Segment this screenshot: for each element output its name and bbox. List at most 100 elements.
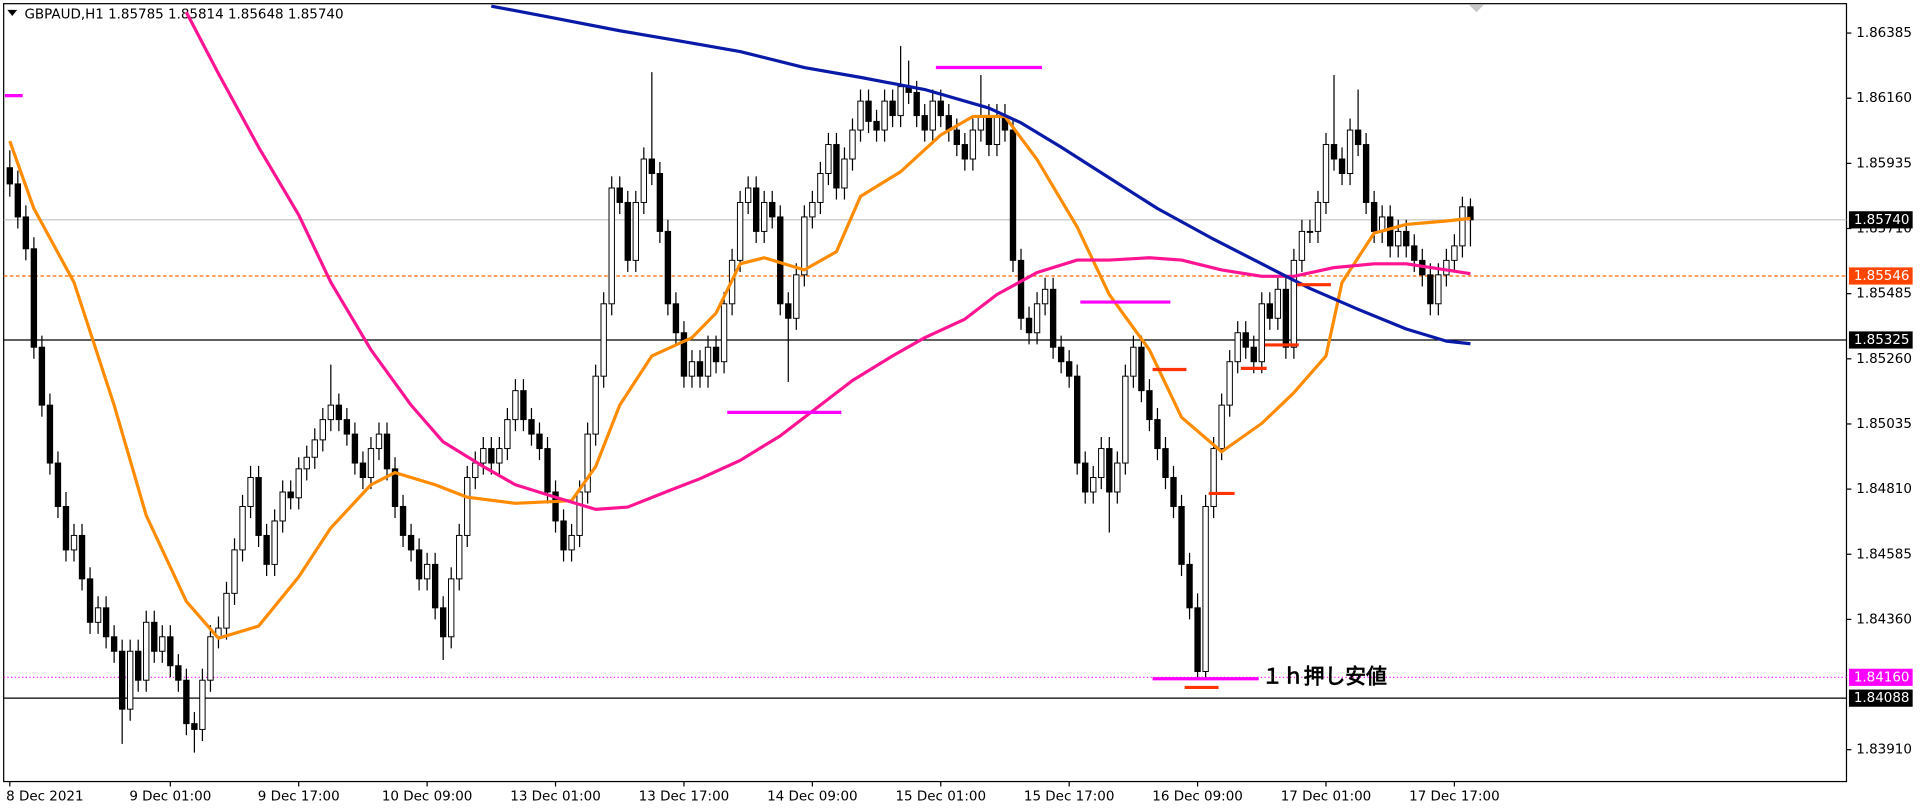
candle-body bbox=[1025, 317, 1033, 334]
candle-body bbox=[151, 621, 158, 652]
candle-body bbox=[929, 100, 936, 131]
candle-body bbox=[94, 607, 102, 623]
candle-body bbox=[415, 549, 423, 580]
candle-body bbox=[1290, 259, 1298, 348]
candle-body bbox=[752, 187, 760, 232]
candle-body bbox=[231, 549, 238, 594]
candle-body bbox=[399, 505, 407, 536]
price-tag-label: 1.85325 bbox=[1854, 332, 1910, 348]
candle-body bbox=[536, 433, 543, 450]
x-tick-label: 15 Dec 01:00 bbox=[895, 788, 986, 804]
candle-body bbox=[1162, 448, 1169, 479]
candle-body bbox=[761, 201, 768, 232]
candle-body bbox=[600, 303, 607, 377]
chart-title: GBPAUD,H1 1.85785 1.85814 1.85648 1.8574… bbox=[25, 7, 344, 23]
candle-body bbox=[488, 448, 495, 464]
candle-body bbox=[921, 115, 928, 131]
x-tick-label: 13 Dec 17:00 bbox=[639, 788, 730, 804]
candle-body bbox=[881, 100, 888, 131]
price-tag bbox=[1848, 331, 1913, 349]
candle-body bbox=[135, 650, 142, 681]
candle-body bbox=[504, 419, 511, 450]
candle-body bbox=[439, 607, 447, 638]
candle-body bbox=[407, 534, 415, 551]
candle-body bbox=[552, 491, 559, 522]
shift-marker bbox=[1469, 4, 1484, 13]
candle-body bbox=[624, 201, 631, 261]
moving-average bbox=[8, 114, 1471, 640]
candle-body bbox=[183, 679, 190, 725]
candle-body bbox=[1234, 332, 1241, 363]
candle-body bbox=[777, 216, 784, 305]
candle-body bbox=[375, 433, 383, 450]
candle-body bbox=[1065, 361, 1073, 377]
candle-body bbox=[616, 187, 623, 203]
candle-body bbox=[1427, 274, 1434, 305]
candle-body bbox=[191, 723, 198, 730]
candle-body bbox=[335, 404, 343, 421]
candle-body bbox=[343, 419, 351, 435]
candle-body bbox=[632, 201, 639, 261]
candle-body bbox=[1403, 230, 1410, 247]
candle-body bbox=[62, 505, 70, 551]
candle-body bbox=[584, 433, 591, 493]
moving-average bbox=[184, 11, 1471, 511]
candle-body bbox=[592, 375, 599, 435]
candle-body bbox=[528, 419, 535, 435]
candle-body bbox=[744, 187, 752, 203]
candle-body bbox=[1057, 346, 1065, 363]
candle-body bbox=[207, 636, 214, 681]
candle-body bbox=[6, 167, 13, 185]
candle-body bbox=[1146, 390, 1153, 421]
candle-body bbox=[1258, 303, 1265, 363]
candle-body bbox=[544, 448, 551, 493]
candle-body bbox=[30, 248, 38, 348]
candle-body bbox=[175, 665, 182, 681]
y-tick-label: 1.85035 bbox=[1856, 416, 1912, 432]
candle-body bbox=[46, 404, 54, 464]
y-tick-label: 1.86385 bbox=[1856, 25, 1912, 41]
price-tag-label: 1.84088 bbox=[1854, 690, 1910, 706]
candle-body bbox=[143, 621, 150, 681]
candle-body bbox=[1154, 419, 1161, 450]
candle-body bbox=[223, 592, 230, 629]
x-tick-label: 8 Dec 2021 bbox=[6, 788, 83, 804]
candle-body bbox=[793, 274, 800, 319]
candle-body bbox=[640, 158, 648, 203]
candle-body bbox=[1041, 288, 1049, 305]
candle-body bbox=[351, 433, 359, 464]
candle-body bbox=[279, 491, 286, 522]
candle-body bbox=[1298, 230, 1306, 261]
candle-body bbox=[1242, 332, 1249, 348]
candle-body bbox=[849, 129, 856, 160]
candle-body bbox=[696, 361, 704, 377]
candle-body bbox=[688, 361, 696, 377]
x-tick-label: 17 Dec 01:00 bbox=[1281, 788, 1372, 804]
candle-body bbox=[704, 346, 712, 377]
candle-body bbox=[110, 636, 118, 652]
candle-body bbox=[86, 578, 94, 623]
candle-body bbox=[1250, 346, 1257, 363]
candle-body bbox=[271, 520, 278, 565]
candle-body bbox=[239, 505, 246, 551]
candle-body bbox=[1170, 477, 1177, 507]
candle-body bbox=[1178, 505, 1185, 565]
y-tick-label: 1.84360 bbox=[1856, 611, 1912, 627]
candle-body bbox=[1122, 375, 1129, 464]
candle-body bbox=[664, 230, 672, 305]
candle-body bbox=[22, 216, 30, 250]
x-tick-label: 14 Dec 09:00 bbox=[767, 788, 858, 804]
candle-body bbox=[512, 390, 519, 421]
candle-body bbox=[913, 91, 920, 117]
candle-body bbox=[1346, 129, 1354, 174]
candle-body bbox=[464, 477, 471, 536]
y-tick-label: 1.85485 bbox=[1856, 286, 1912, 302]
candle-body bbox=[1338, 158, 1346, 174]
candle-body bbox=[897, 86, 904, 117]
plot-frame bbox=[3, 3, 1848, 783]
menu-triangle[interactable] bbox=[7, 9, 18, 16]
y-tick-label: 1.85260 bbox=[1856, 351, 1912, 367]
y-tick-label: 1.84810 bbox=[1856, 481, 1912, 497]
indicator-layer bbox=[8, 4, 1471, 640]
candle-body bbox=[1362, 144, 1370, 203]
